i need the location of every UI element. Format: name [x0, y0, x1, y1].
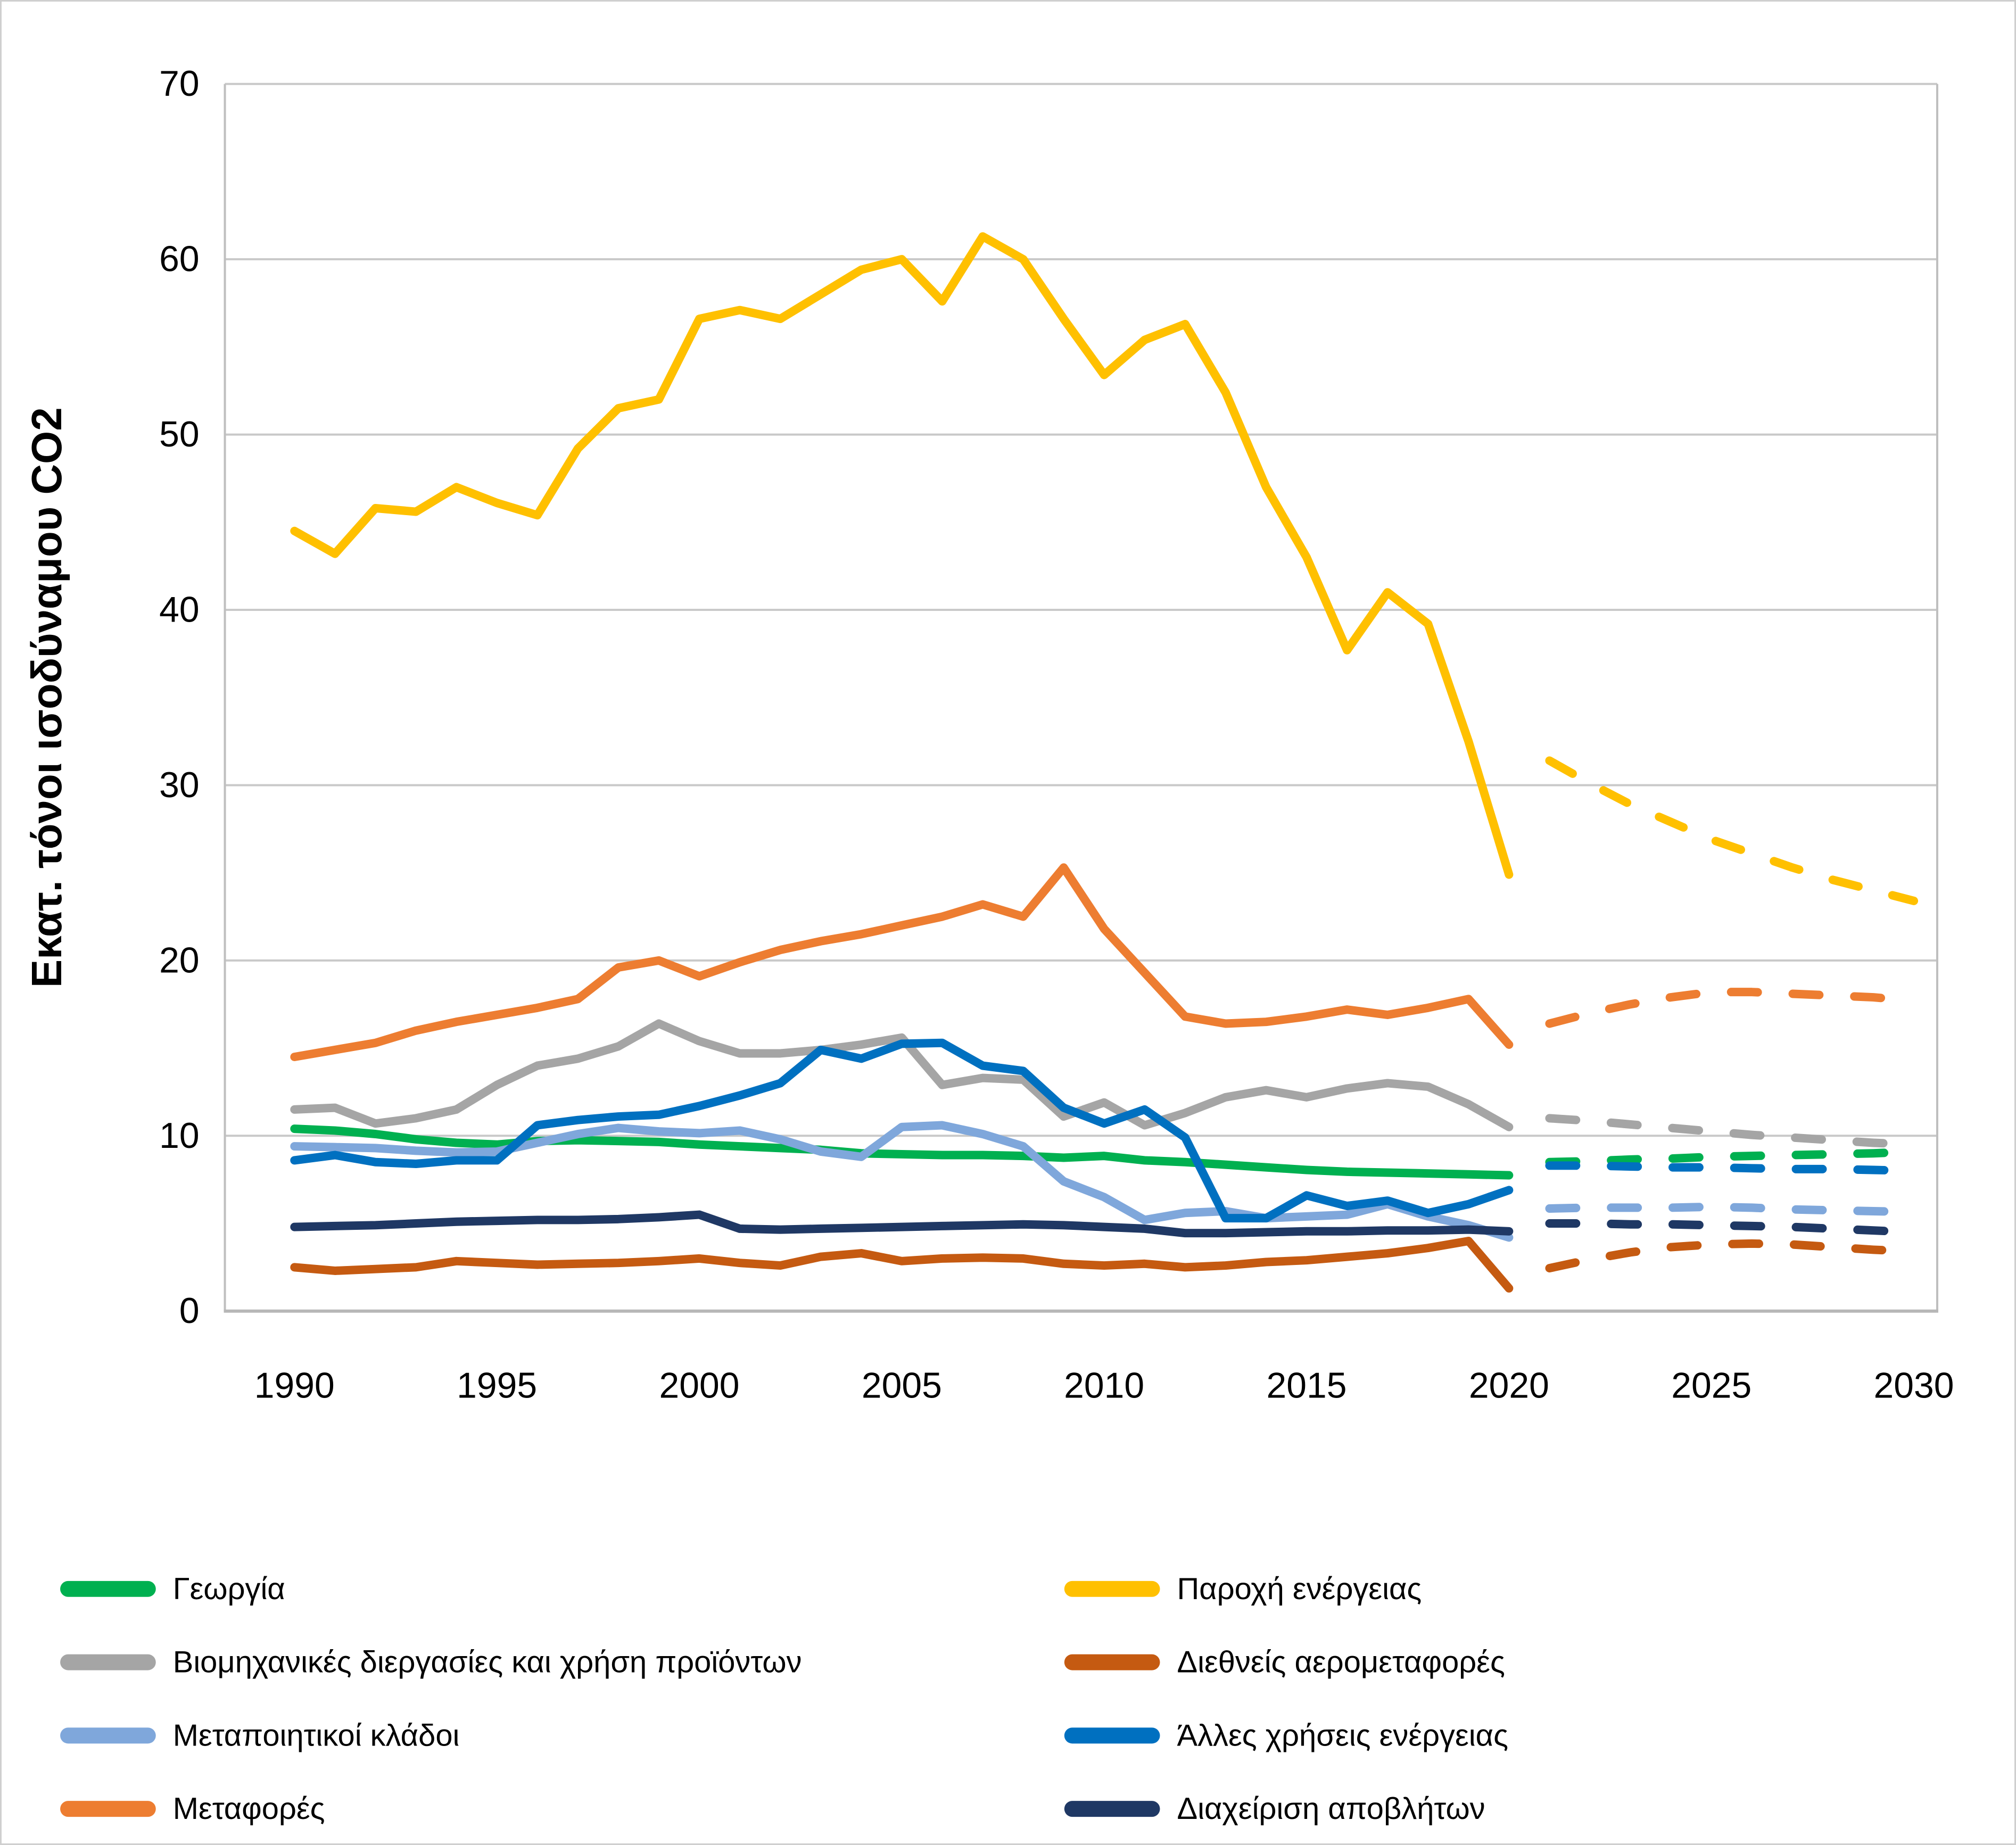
series-lines [290, 232, 1919, 1293]
x-tick-label: 2000 [659, 1366, 740, 1405]
legend-item: Βιομηχανικές διεργασίες και χρήση προϊόν… [60, 1645, 802, 1679]
legend-item: Άλλες χρήσεις ενέργειας [1064, 1718, 1508, 1752]
series-historical-line [290, 232, 1514, 879]
y-tick-labels: 0 10 20 30 40 50 60 70 [159, 64, 200, 1331]
x-tick-label: 2025 [1671, 1366, 1751, 1405]
series-projection-line [1545, 1114, 1919, 1149]
plot-borders [224, 84, 1938, 1313]
legend-item: Παροχή ενέργειας [1064, 1572, 1422, 1606]
y-tick-label: 70 [159, 64, 200, 104]
series-historical-line [290, 1121, 1514, 1242]
y-tick-label: 40 [159, 590, 200, 630]
y-tick-label: 30 [159, 765, 200, 805]
series-projection-line [1545, 1161, 1919, 1176]
x-tick-label: 2015 [1267, 1366, 1347, 1405]
series-projection-line [1545, 1202, 1919, 1217]
series-historical-line [290, 863, 1514, 1062]
series-projection-line [1545, 1239, 1919, 1273]
legend-label: Παροχή ενέργειας [1177, 1572, 1422, 1606]
x-tick-label: 2005 [862, 1366, 942, 1405]
x-tick-labels: 1990 1995 2000 2005 2010 2015 2020 2025 2030 [254, 1366, 1954, 1405]
y-tick-label: 50 [159, 415, 200, 454]
legend-item: Διαχείριση αποβλήτων [1064, 1792, 1485, 1826]
y-tick-label: 20 [159, 940, 200, 980]
legend-label: Μεταποιητικοί κλάδοι [173, 1718, 460, 1752]
x-tick-label: 2030 [1874, 1366, 1954, 1405]
series-historical-line [290, 1019, 1514, 1131]
series-historical-line [290, 1236, 1514, 1293]
series-historical-line [290, 1038, 1514, 1223]
series-projection-line [1545, 756, 1919, 905]
series-historical-line [290, 1210, 1514, 1238]
series-projection-line [1545, 1219, 1919, 1237]
gridlines [225, 82, 1937, 1312]
y-tick-label: 10 [159, 1116, 200, 1156]
x-tick-label: 2020 [1469, 1366, 1549, 1405]
y-axis-title: Εκατ. τόνοι ισοδύναμου CO2 [23, 407, 70, 988]
legend: Γεωργία Βιομηχανικές διεργασίες και χρήση… [60, 1572, 1508, 1826]
y-tick-label: 0 [179, 1291, 200, 1331]
legend-label: Άλλες χρήσεις ενέργειας [1177, 1718, 1508, 1752]
legend-item: Μεταφορές [60, 1792, 325, 1826]
series-projection-line [1545, 1147, 1919, 1166]
x-tick-label: 1990 [254, 1366, 335, 1405]
series-projection-line [1545, 988, 1919, 1028]
y-tick-label: 60 [159, 239, 200, 279]
legend-item: Γεωργία [60, 1572, 285, 1606]
x-tick-label: 2010 [1064, 1366, 1144, 1405]
series-historical-line [290, 1124, 1514, 1180]
legend-label: Γεωργία [173, 1572, 285, 1606]
legend-label: Διαχείριση αποβλήτων [1177, 1792, 1485, 1826]
legend-label: Βιομηχανικές διεργασίες και χρήση προϊόν… [173, 1645, 802, 1679]
legend-label: Διεθνείς αερομεταφορές [1177, 1645, 1505, 1679]
legend-item: Μεταποιητικοί κλάδοι [60, 1718, 460, 1752]
legend-label: Μεταφορές [173, 1792, 325, 1826]
legend-item: Διεθνείς αερομεταφορές [1064, 1645, 1505, 1679]
x-tick-label: 1995 [457, 1366, 537, 1405]
